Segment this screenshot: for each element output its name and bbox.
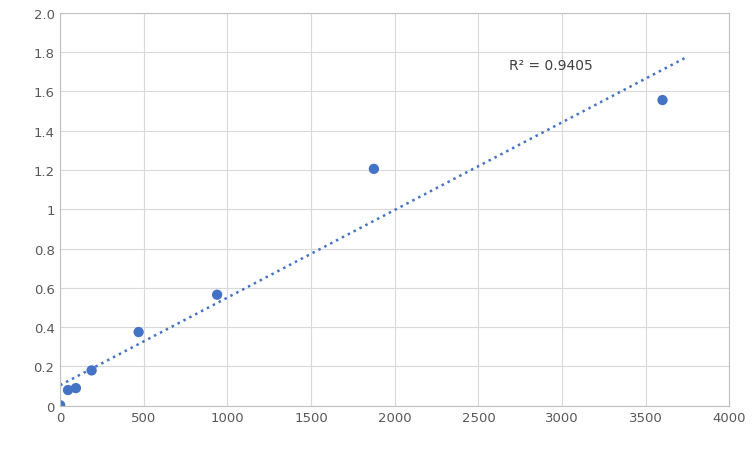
Point (211, 291, 223, 299)
Point (62, 387, 74, 394)
Point (368, 166, 380, 173)
Point (70, 385, 82, 392)
Point (86, 367, 98, 374)
Point (54, 402, 66, 409)
Text: R² = 0.9405: R² = 0.9405 (508, 59, 593, 73)
Point (132, 329, 144, 336)
Point (656, 97, 669, 105)
